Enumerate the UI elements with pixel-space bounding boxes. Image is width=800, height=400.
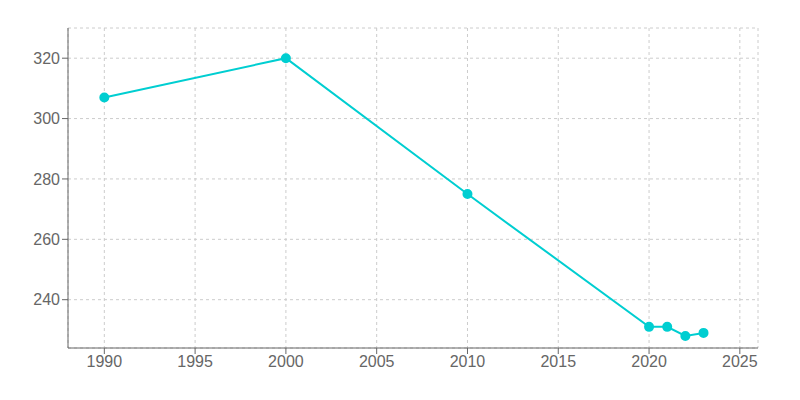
svg-text:320: 320 [33, 50, 60, 67]
svg-text:260: 260 [33, 231, 60, 248]
svg-text:2005: 2005 [359, 353, 395, 370]
svg-text:300: 300 [33, 110, 60, 127]
svg-text:1990: 1990 [87, 353, 123, 370]
svg-text:2010: 2010 [450, 353, 486, 370]
svg-text:2000: 2000 [268, 353, 304, 370]
svg-text:2020: 2020 [631, 353, 667, 370]
svg-text:1995: 1995 [177, 353, 213, 370]
svg-text:280: 280 [33, 171, 60, 188]
svg-text:2025: 2025 [722, 353, 758, 370]
svg-text:240: 240 [33, 291, 60, 308]
svg-text:2015: 2015 [540, 353, 576, 370]
